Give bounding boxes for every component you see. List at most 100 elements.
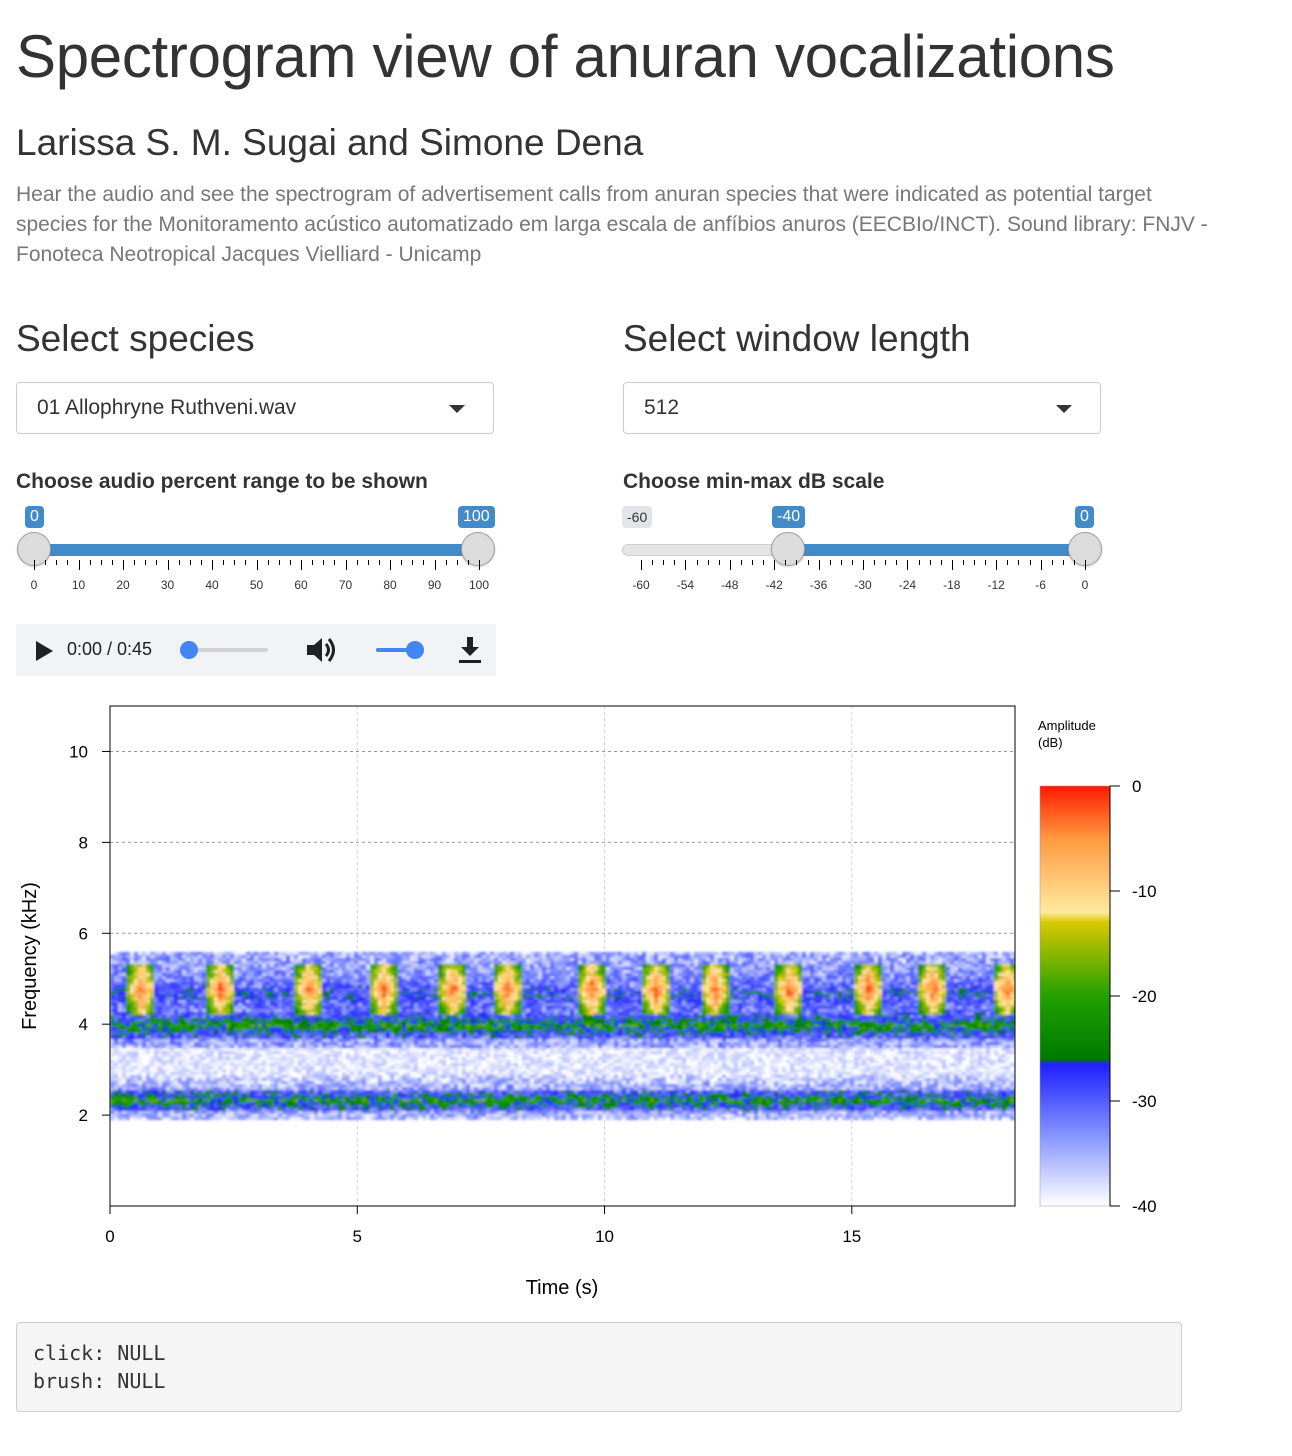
spectrogram-cell: [370, 1003, 374, 1006]
spectrogram-cell: [402, 991, 406, 994]
spectrogram-cell: [294, 1114, 298, 1117]
db-from-handle[interactable]: [771, 532, 805, 566]
spectrogram-cell: [398, 982, 402, 985]
spectrogram-cell: [418, 1096, 422, 1099]
spectrogram-cell: [406, 1114, 410, 1117]
spectrogram-cell: [354, 1087, 358, 1090]
spectrogram-cell: [294, 970, 298, 973]
volume-handle[interactable]: [406, 641, 424, 659]
spectrogram-cell: [274, 970, 278, 973]
spectrogram-cell: [442, 1000, 446, 1003]
spectrogram-cell: [322, 1006, 326, 1009]
spectrogram-cell: [334, 1036, 338, 1039]
spectrogram-cell: [166, 1033, 170, 1036]
spectrogram-cell: [190, 1057, 194, 1060]
spectrogram-cell: [306, 1072, 310, 1075]
spectrogram-cell: [362, 1039, 366, 1042]
spectrogram-cell: [290, 1057, 294, 1060]
spectrogram-cell: [390, 1033, 394, 1036]
spectrogram-cell: [418, 970, 422, 973]
spectrogram-cell: [450, 1018, 454, 1021]
spectrogram-cell: [398, 1027, 402, 1030]
spectrogram-cell: [434, 1003, 438, 1006]
spectrogram-cell: [450, 997, 454, 1000]
db-scale-slider[interactable]: -60 -40 0 -60 -54 -48 -42 -36 -30 -24 -18 -12 -6 0: [622, 500, 1102, 600]
spectrogram-cell: [178, 1057, 182, 1060]
spectrogram-cell: [166, 982, 170, 985]
spectrogram-cell: [162, 1033, 166, 1036]
spectrogram-cell: [418, 1105, 422, 1108]
download-icon[interactable]: [457, 636, 483, 664]
spectrogram-cell: [446, 1036, 450, 1039]
spectrogram-cell: [122, 973, 126, 976]
spectrogram-cell: [210, 1099, 214, 1102]
spectrogram-cell: [358, 1078, 362, 1081]
spectrogram-cell: [222, 982, 226, 985]
spectrogram-cell: [366, 1114, 370, 1117]
spectrogram-cell: [286, 1024, 290, 1027]
spectrogram-cell: [402, 1018, 406, 1021]
spectrogram-cell: [438, 1105, 442, 1108]
spectrogram-cell: [134, 970, 138, 973]
spectrogram-cell: [214, 1108, 218, 1111]
spectrogram-cell: [382, 1069, 386, 1072]
spectrogram-cell: [398, 985, 402, 988]
spectrogram-cell: [110, 1057, 114, 1060]
spectrogram-cell: [154, 1018, 158, 1021]
spectrogram-cell: [230, 1021, 234, 1024]
spectrogram-cell: [462, 973, 466, 976]
spectrogram-cell: [358, 1051, 362, 1054]
spectrogram-cell: [166, 952, 170, 955]
spectrogram-cell: [326, 967, 330, 970]
spectrogram-cell: [358, 1033, 362, 1036]
spectrogram-cell: [430, 1033, 434, 1036]
spectrogram-cell: [290, 1054, 294, 1057]
spectrogram-cell: [274, 1036, 278, 1039]
spectrogram-cell: [238, 1045, 242, 1048]
spectrogram-cell: [454, 1087, 458, 1090]
audio-range-slider[interactable]: 0 100 0 10 20 30 40 50 60 70 80 90 100: [16, 500, 496, 600]
spectrogram-cell: [330, 961, 334, 964]
spectrogram-cell: [354, 994, 358, 997]
spectrogram-cell: [214, 1090, 218, 1093]
spectrogram-cell: [222, 997, 226, 1000]
range-to-handle[interactable]: [461, 532, 495, 566]
spectrogram-cell: [158, 988, 162, 991]
spectrogram-cell: [294, 1105, 298, 1108]
slider-minor-tick: [652, 560, 653, 565]
spectrogram-cell: [314, 1075, 318, 1078]
spectrogram-cell: [294, 994, 298, 997]
window-length-select[interactable]: 512: [623, 382, 1101, 434]
species-select[interactable]: 01 Allophryne Ruthveni.wav: [16, 382, 494, 434]
spectrogram-cell: [418, 1102, 422, 1105]
spectrogram-cell: [178, 952, 182, 955]
spectrogram-cell: [418, 1078, 422, 1081]
spectrogram-cell: [430, 994, 434, 997]
spectrogram-cell: [186, 964, 190, 967]
spectrogram-cell: [182, 1081, 186, 1084]
volume-icon[interactable]: [305, 636, 339, 664]
spectrogram-cell: [246, 1000, 250, 1003]
spectrogram-cell: [418, 973, 422, 976]
spectrogram-cell: [326, 1021, 330, 1024]
spectrogram-cell: [338, 994, 342, 997]
play-icon[interactable]: [34, 640, 54, 662]
spectrogram-cell: [254, 1012, 258, 1015]
spectrogram-cell: [238, 961, 242, 964]
spectrogram-cell: [390, 970, 394, 973]
spectrogram-cell: [166, 1018, 170, 1021]
spectrogram-cell: [278, 991, 282, 994]
audio-progress-handle[interactable]: [180, 641, 198, 659]
spectrogram-cell: [278, 982, 282, 985]
spectrogram-cell: [290, 1090, 294, 1093]
spectrogram-cell: [234, 1018, 238, 1021]
spectrogram-cell: [162, 1114, 166, 1117]
spectrogram-cell: [198, 952, 202, 955]
spectrogram-cell: [178, 1054, 182, 1057]
spectrogram-cell: [114, 961, 118, 964]
spectrogram-cell: [366, 1027, 370, 1030]
spectrogram-cell: [398, 1105, 402, 1108]
spectrogram-cell: [326, 1003, 330, 1006]
spectrogram-cell: [186, 1075, 190, 1078]
